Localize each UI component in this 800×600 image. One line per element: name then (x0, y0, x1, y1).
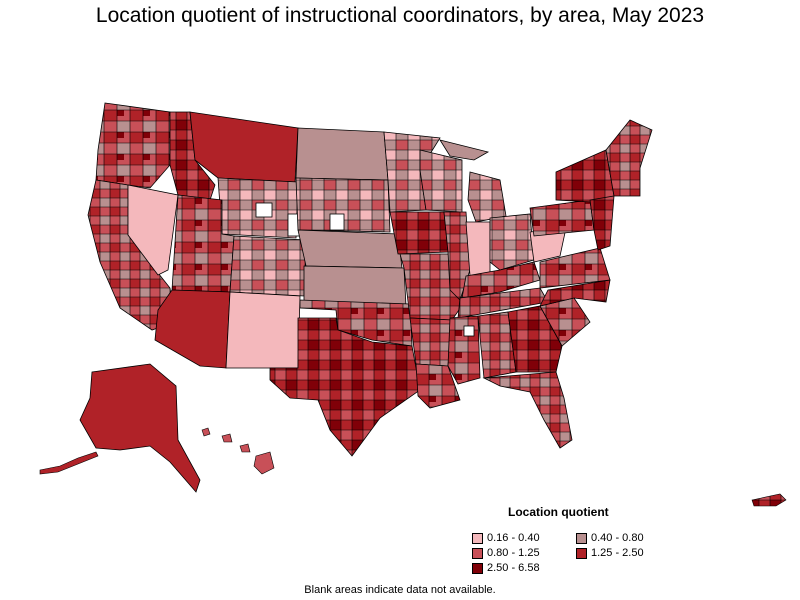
region-arkansas (409, 317, 453, 367)
region-alaska (79, 363, 201, 493)
legend-item-4: 2.50 - 6.58 (472, 562, 540, 574)
legend-swatch-4 (472, 562, 483, 574)
blank-area-wyoming (255, 202, 273, 218)
region-indiana (465, 221, 491, 277)
legend-swatch-0 (472, 532, 483, 544)
legend-label-4: 2.50 - 6.58 (487, 562, 540, 574)
region-north-dakota (295, 127, 389, 181)
region-new-england (605, 119, 653, 197)
blank-area-alabama (463, 325, 475, 337)
legend-label-1: 0.40 - 0.80 (591, 532, 644, 544)
region-wisconsin (419, 149, 463, 213)
region-alaska-islands (39, 451, 99, 475)
region-nevada (127, 184, 179, 276)
region-arizona (154, 289, 231, 369)
region-florida (482, 371, 573, 449)
region-iowa (389, 211, 449, 255)
legend-label-0: 0.16 - 0.40 (487, 532, 540, 544)
footnote: Blank areas indicate data not available. (304, 584, 496, 596)
legend-label-2: 0.80 - 1.25 (487, 547, 540, 559)
region-mid-atlantic (589, 195, 615, 251)
region-montana (189, 111, 299, 183)
region-nebraska (297, 229, 403, 269)
region-new-mexico (225, 291, 301, 369)
region-texas (269, 317, 421, 457)
region-louisiana (415, 363, 461, 409)
legend-item-0: 0.16 - 0.40 (472, 532, 540, 544)
legend-item-2: 0.80 - 1.25 (472, 547, 540, 559)
legend-item-1: 0.40 - 0.80 (576, 532, 644, 544)
region-ohio (489, 213, 535, 271)
legend-label-3: 1.25 - 2.50 (591, 547, 644, 559)
blank-area-south-dakota (329, 213, 345, 231)
region-michigan-upper (439, 139, 490, 161)
region-pennsylvania (529, 199, 595, 237)
region-colorado (229, 235, 307, 297)
legend-swatch-1 (576, 532, 587, 544)
region-new-york (555, 149, 615, 203)
legend-swatch-3 (576, 547, 587, 559)
region-pacific-northwest (95, 102, 179, 189)
legend-title: Location quotient (508, 505, 609, 519)
region-puerto-rico (751, 493, 787, 507)
region-hawaii (201, 427, 275, 475)
region-georgia (507, 305, 563, 373)
region-michigan (467, 171, 507, 223)
region-north-carolina (539, 279, 611, 307)
legend-swatch-2 (472, 547, 483, 559)
map-title: Location quotient of instructional coord… (95, 4, 705, 27)
region-kansas (303, 265, 407, 307)
legend-item-3: 1.25 - 2.50 (576, 547, 644, 559)
region-virginia (539, 247, 611, 289)
region-south-dakota (295, 177, 391, 233)
